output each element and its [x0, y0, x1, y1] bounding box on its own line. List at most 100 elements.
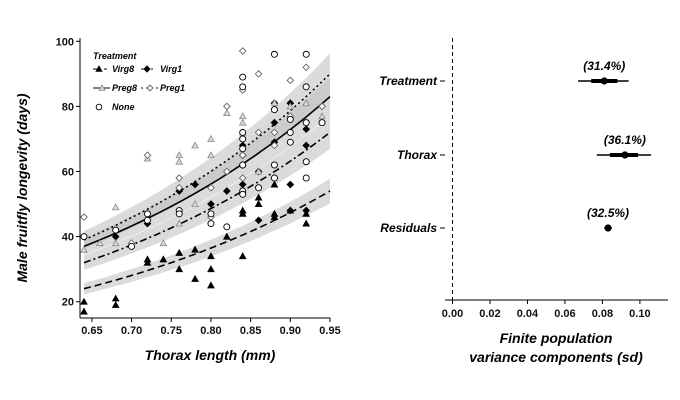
point-none	[270, 174, 278, 182]
band-preg1	[84, 53, 330, 249]
legend-marker-preg8	[98, 84, 106, 91]
variance-components-panel: 0.00 0.02 0.04 0.06 0.08 0.10 Treatment Thorax R…	[379, 38, 668, 365]
point-preg8	[318, 112, 326, 120]
point-preg1	[175, 174, 184, 182]
point-virg1	[222, 187, 231, 195]
y-axis-title: Male fruitfly longevity (days)	[14, 93, 30, 282]
point-none	[286, 115, 294, 123]
variance-x-tick-label: 0.08	[592, 308, 613, 320]
percent-label-thorax: (36.1%)	[604, 133, 646, 147]
point-preg1	[254, 128, 263, 137]
variance-x-title-line-1: Finite population	[500, 330, 613, 346]
point-virg8	[80, 307, 88, 315]
point-preg8	[175, 157, 184, 165]
x-tick-label: 0.65	[81, 325, 102, 337]
point-virg8	[175, 265, 184, 273]
point-preg8	[302, 99, 311, 107]
point-virg8	[111, 300, 120, 308]
point-preg1	[143, 151, 152, 160]
estimate-treatment	[600, 77, 608, 85]
x-tick-label: 0.85	[240, 325, 261, 337]
point-virg8	[207, 252, 215, 260]
x-tick-label: 0.75	[161, 325, 182, 337]
point-preg8	[238, 118, 247, 126]
x-tick-label: 0.90	[280, 325, 301, 337]
legend-label-virg8: Virg8	[112, 64, 134, 74]
point-preg1	[222, 102, 231, 111]
point-preg1	[80, 213, 88, 221]
point-preg1	[207, 183, 215, 192]
point-none	[302, 174, 310, 182]
variance-x-tick-label: 0.10	[629, 308, 650, 320]
point-none	[318, 119, 326, 127]
point-none	[239, 190, 247, 198]
point-preg8	[175, 151, 184, 159]
estimate-thorax	[621, 151, 629, 159]
point-none	[239, 145, 247, 153]
point-none	[112, 226, 120, 234]
x-tick-label: 0.80	[200, 325, 221, 337]
y-tick-label: 80	[62, 101, 74, 113]
point-preg8	[207, 134, 215, 142]
point-none	[270, 161, 278, 169]
point-virg8	[254, 200, 263, 208]
point-none	[80, 233, 88, 241]
point-virg8	[222, 232, 231, 240]
point-preg1	[286, 76, 295, 85]
y-tick-label: 60	[62, 166, 74, 178]
point-none	[239, 135, 247, 143]
point-preg8	[270, 99, 279, 107]
point-preg8	[111, 203, 120, 211]
x-tick-label: 0.95	[319, 325, 340, 337]
point-none	[207, 210, 215, 218]
point-preg8	[175, 219, 184, 227]
treatment-legend: Treatment Virg8 Virg1 Preg8 Preg1 None	[93, 51, 185, 112]
point-preg8	[254, 167, 263, 175]
band-virg1	[84, 116, 330, 270]
point-none	[270, 106, 278, 114]
point-virg1	[270, 118, 279, 127]
legend-marker-virg1	[143, 65, 151, 73]
legend-label-preg8: Preg8	[112, 83, 137, 93]
point-preg1	[270, 141, 279, 150]
point-preg1	[302, 63, 311, 72]
variance-x-tick-label: 0.04	[517, 308, 539, 320]
point-preg1	[254, 69, 263, 78]
legend-marker-preg1	[146, 84, 154, 92]
legend-label-preg1: Preg1	[160, 83, 185, 93]
point-virg8	[111, 294, 120, 302]
point-virg1	[302, 206, 311, 215]
point-virg8	[302, 219, 311, 227]
point-none	[302, 50, 310, 58]
point-none	[239, 73, 247, 81]
point-none	[286, 128, 294, 136]
legend-marker-none	[95, 103, 103, 111]
point-preg8	[80, 245, 88, 253]
y-tick-label: 20	[62, 297, 74, 309]
point-none	[255, 184, 263, 192]
point-preg1	[238, 47, 247, 55]
point-virg8	[159, 255, 168, 263]
point-virg1	[191, 180, 199, 189]
y-tick-label: 100	[56, 36, 74, 48]
point-none	[302, 158, 310, 166]
component-label-residuals: Residuals	[380, 221, 437, 235]
point-virg8	[207, 281, 215, 289]
legend-title: Treatment	[93, 51, 137, 61]
percent-label-treatment: (31.4%)	[583, 59, 625, 73]
point-preg8	[111, 239, 120, 247]
point-none	[143, 210, 151, 218]
variance-x-title-line-2: variance components (sd)	[469, 349, 643, 365]
point-preg1	[175, 183, 184, 192]
x-tick-label: 0.70	[121, 325, 142, 337]
point-virg1	[302, 141, 311, 150]
curve-preg1	[83, 73, 331, 241]
point-none	[270, 50, 278, 58]
point-preg8	[286, 102, 295, 110]
variance-estimates: (31.4%) (36.1%) (32.5%)	[578, 59, 652, 232]
scatter-axes: 20 40 60 80 100 0.65 0.70 0.75 0.80 0.85 0.90 0.95	[56, 36, 341, 337]
legend-label-none: None	[112, 102, 135, 112]
point-preg8	[95, 239, 104, 247]
